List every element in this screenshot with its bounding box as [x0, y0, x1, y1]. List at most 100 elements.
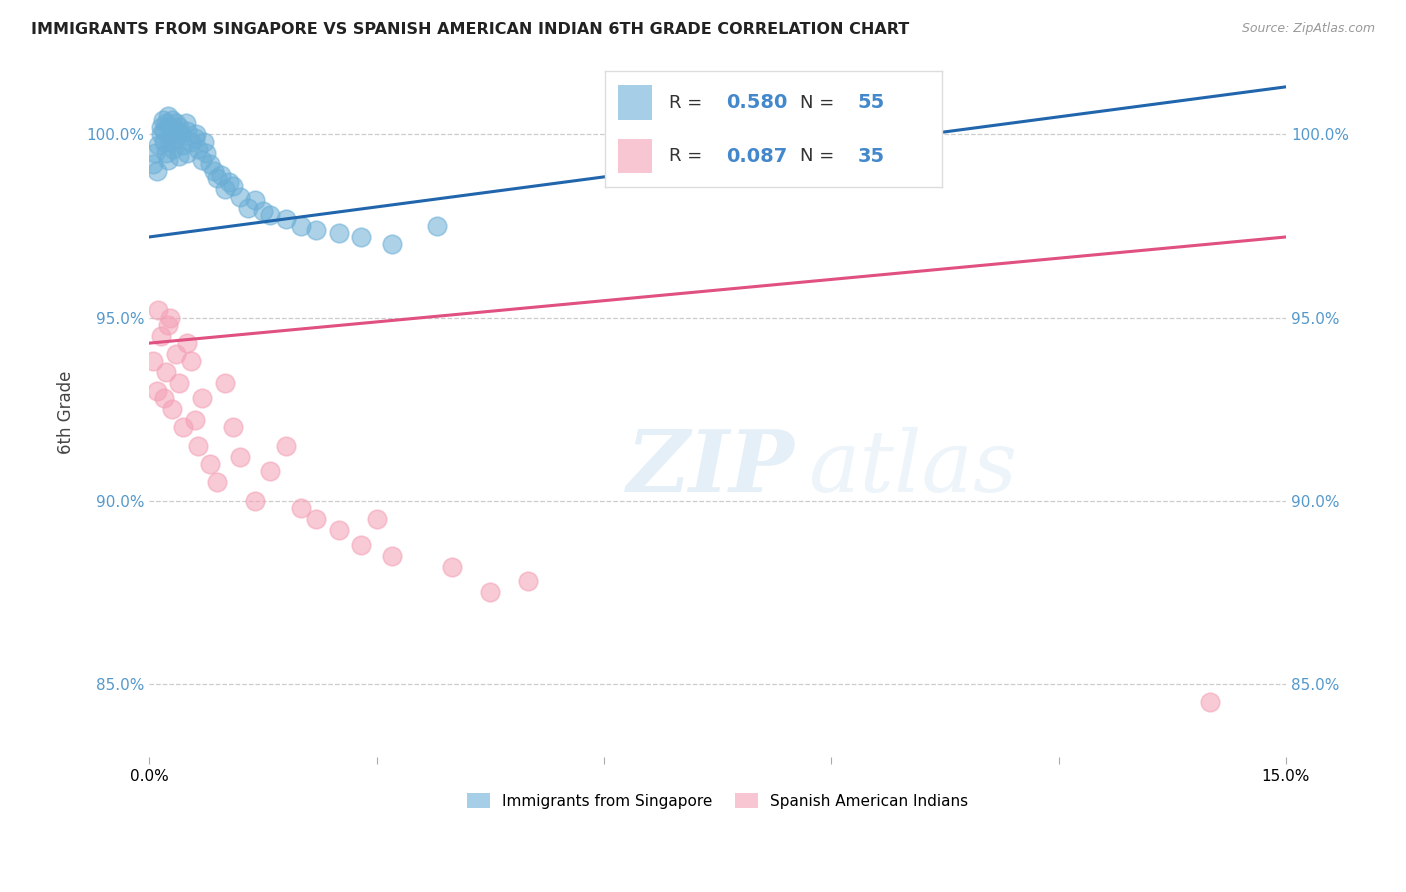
Point: [245, 194, 267, 208]
Point: [149, 128, 172, 142]
Text: R =: R =: [669, 94, 707, 112]
Point: [180, 135, 202, 149]
Point: [191, 153, 214, 167]
Point: [172, 420, 194, 434]
Point: [145, 384, 167, 398]
Point: [165, 131, 187, 145]
Text: 55: 55: [858, 93, 884, 112]
Point: [160, 112, 183, 127]
Point: [180, 354, 202, 368]
Text: 0.580: 0.580: [725, 93, 787, 112]
Point: [142, 157, 165, 171]
Point: [186, 128, 208, 142]
Point: [350, 537, 373, 551]
Text: N =: N =: [800, 94, 841, 112]
Point: [441, 559, 464, 574]
Point: [152, 112, 174, 127]
FancyBboxPatch shape: [619, 86, 652, 120]
Point: [149, 120, 172, 134]
Point: [214, 376, 236, 391]
Point: [366, 512, 388, 526]
Point: [207, 475, 229, 490]
Point: [155, 116, 177, 130]
Point: [174, 116, 197, 130]
Point: [195, 145, 218, 160]
Point: [202, 164, 225, 178]
Point: [165, 347, 187, 361]
Text: IMMIGRANTS FROM SINGAPORE VS SPANISH AMERICAN INDIAN 6TH GRADE CORRELATION CHART: IMMIGRANTS FROM SINGAPORE VS SPANISH AME…: [31, 22, 910, 37]
Point: [157, 153, 180, 167]
Point: [198, 457, 221, 471]
Text: Source: ZipAtlas.com: Source: ZipAtlas.com: [1241, 22, 1375, 36]
Point: [214, 182, 236, 196]
Point: [221, 420, 243, 434]
Point: [159, 310, 181, 325]
Legend: Immigrants from Singapore, Spanish American Indians: Immigrants from Singapore, Spanish Ameri…: [461, 787, 974, 814]
Point: [517, 574, 540, 589]
Point: [1199, 695, 1222, 709]
Point: [245, 493, 267, 508]
Point: [169, 149, 191, 163]
Point: [162, 124, 184, 138]
Text: N =: N =: [800, 147, 841, 165]
Point: [167, 124, 190, 138]
Point: [148, 303, 170, 318]
Point: [229, 450, 252, 464]
Point: [145, 164, 167, 178]
Point: [229, 189, 252, 203]
Text: atlas: atlas: [808, 426, 1018, 509]
Point: [149, 328, 172, 343]
Text: R =: R =: [669, 147, 707, 165]
Point: [159, 120, 181, 134]
Point: [218, 175, 240, 189]
Point: [169, 120, 191, 134]
Point: [159, 135, 181, 149]
Point: [305, 222, 328, 236]
Point: [290, 219, 312, 233]
Point: [153, 391, 176, 405]
Point: [209, 168, 232, 182]
Point: [172, 138, 194, 153]
Point: [274, 211, 297, 226]
Point: [162, 142, 184, 156]
Point: [183, 413, 205, 427]
Point: [252, 204, 274, 219]
Point: [157, 109, 180, 123]
Point: [350, 230, 373, 244]
Point: [259, 464, 281, 478]
Point: [236, 201, 259, 215]
Point: [170, 128, 193, 142]
FancyBboxPatch shape: [619, 138, 652, 173]
Point: [157, 318, 180, 332]
Point: [160, 128, 183, 142]
Point: [328, 227, 350, 241]
Point: [193, 135, 215, 149]
Point: [381, 237, 404, 252]
Point: [187, 439, 209, 453]
Point: [290, 500, 312, 515]
Point: [165, 116, 187, 130]
Point: [176, 145, 198, 160]
Point: [143, 145, 166, 160]
Point: [155, 145, 177, 160]
Text: ZIP: ZIP: [627, 426, 794, 509]
Point: [183, 131, 205, 145]
Point: [169, 376, 191, 391]
Point: [176, 336, 198, 351]
Point: [221, 178, 243, 193]
Y-axis label: 6th Grade: 6th Grade: [58, 371, 75, 454]
Point: [274, 439, 297, 453]
Point: [148, 138, 170, 153]
Text: 0.087: 0.087: [725, 146, 787, 166]
Point: [160, 402, 183, 417]
Point: [207, 171, 229, 186]
Point: [153, 124, 176, 138]
Point: [305, 512, 328, 526]
Text: 35: 35: [858, 146, 884, 166]
Point: [198, 157, 221, 171]
Point: [479, 585, 502, 599]
Point: [142, 354, 165, 368]
Point: [381, 549, 404, 563]
Point: [153, 135, 176, 149]
Point: [191, 391, 214, 405]
